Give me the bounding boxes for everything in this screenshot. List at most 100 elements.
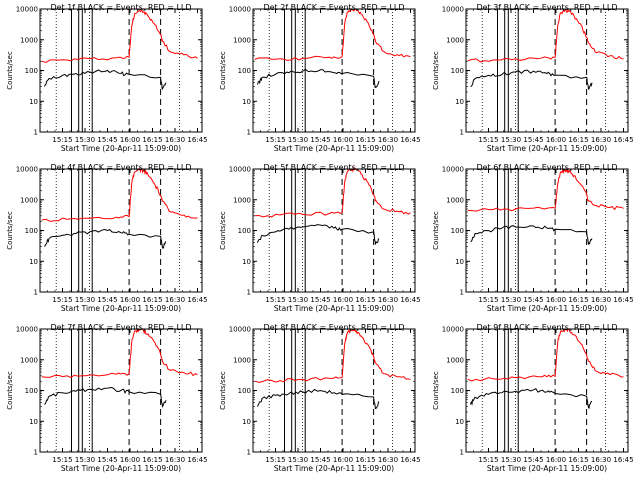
y-tick-label: 1: [460, 289, 464, 297]
detector-panel: 1 10 100 1000 10000 15:15 15:30 15:45 16:00 16:15…: [432, 163, 634, 313]
x-tick-label: 15:30: [288, 296, 308, 304]
detector-panel: 1 10 100 1000 10000 15:15 15:30 15:45 16:00 16:15…: [219, 3, 421, 153]
events-series-line: [257, 68, 380, 89]
detector-panel: 1 10 100 1000 10000 15:15 15:30 15:45 16:00 16:15…: [6, 323, 208, 473]
plot-frame: [39, 8, 203, 133]
lld-series-line: [41, 9, 198, 64]
x-tick-label: 16:45: [187, 456, 207, 464]
x-tick-label: 16:15: [142, 296, 162, 304]
x-tick-label: 16:15: [568, 136, 588, 144]
lld-series-line: [467, 8, 624, 63]
x-tick-label: 16:45: [613, 296, 633, 304]
y-axis-label: Counts/sec: [219, 51, 227, 90]
x-tick-label: 15:45: [310, 296, 330, 304]
x-tick-label: 15:30: [501, 136, 521, 144]
x-tick-label: 16:30: [591, 136, 611, 144]
y-tick-label: 1000: [20, 356, 38, 364]
y-tick-label: 1: [460, 449, 464, 457]
y-tick-label: 1: [460, 129, 464, 137]
y-tick-label: 1000: [233, 356, 251, 364]
plot-frame: [465, 8, 629, 133]
x-axis-label: Start Time (20-Apr-11 15:09:00): [61, 464, 181, 473]
events-series-line: [470, 69, 593, 90]
lld-series-line: [254, 328, 411, 383]
x-tick-label: 15:45: [97, 296, 117, 304]
x-tick-label: 16:15: [355, 296, 375, 304]
y-tick-label: 10000: [16, 6, 38, 14]
panel-title: Det 8f BLACK = Events, RED = LLD: [263, 323, 404, 332]
x-tick-label: 15:15: [265, 136, 285, 144]
y-tick-label: 10: [29, 258, 38, 266]
y-tick-label: 10: [242, 258, 251, 266]
events-series-line: [44, 386, 167, 408]
x-tick-label: 15:30: [501, 296, 521, 304]
y-tick-label: 10000: [229, 6, 251, 14]
events-series-line: [44, 69, 167, 90]
plot-frame: [465, 328, 629, 453]
x-axis-label: Start Time (20-Apr-11 15:09:00): [274, 304, 394, 313]
x-tick-label: 16:30: [378, 296, 398, 304]
y-tick-label: 10000: [16, 326, 38, 334]
y-axis-label: Counts/sec: [432, 211, 440, 250]
x-tick-label: 16:30: [165, 296, 185, 304]
y-tick-label: 10000: [16, 166, 38, 174]
x-tick-label: 15:45: [310, 456, 330, 464]
x-tick-label: 16:15: [355, 456, 375, 464]
y-axis-label: Counts/sec: [219, 211, 227, 250]
x-tick-label: 15:30: [501, 456, 521, 464]
y-tick-label: 10: [29, 418, 38, 426]
y-axis-label: Counts/sec: [6, 371, 14, 410]
events-series-line: [257, 224, 380, 245]
x-tick-label: 16:00: [120, 456, 140, 464]
plot-frame: [252, 328, 416, 453]
x-tick-label: 16:30: [591, 456, 611, 464]
y-tick-label: 1: [247, 289, 251, 297]
events-series-line: [257, 388, 380, 410]
y-tick-label: 10: [455, 258, 464, 266]
y-tick-label: 100: [25, 67, 38, 75]
y-tick-label: 100: [451, 67, 464, 75]
x-tick-label: 16:15: [568, 456, 588, 464]
events-series-line: [44, 228, 167, 250]
x-tick-label: 15:45: [523, 296, 543, 304]
x-tick-label: 16:15: [568, 296, 588, 304]
x-tick-label: 16:45: [400, 136, 420, 144]
x-tick-label: 16:00: [546, 456, 566, 464]
y-tick-label: 10: [455, 418, 464, 426]
x-tick-label: 16:00: [333, 296, 353, 304]
detector-panel: 1 10 100 1000 10000 15:15 15:30 15:45 16:00 16:15…: [6, 163, 208, 313]
y-axis-label: Counts/sec: [432, 371, 440, 410]
x-tick-label: 16:30: [165, 456, 185, 464]
lld-series-line: [467, 167, 624, 212]
y-tick-label: 10: [455, 98, 464, 106]
x-tick-label: 15:45: [97, 136, 117, 144]
y-tick-label: 100: [451, 387, 464, 395]
x-tick-label: 16:45: [187, 136, 207, 144]
x-tick-label: 16:15: [142, 456, 162, 464]
x-tick-label: 15:15: [265, 456, 285, 464]
y-tick-label: 1: [34, 449, 38, 457]
x-axis-label: Start Time (20-Apr-11 15:09:00): [274, 144, 394, 153]
plot-frame: [39, 168, 203, 293]
x-tick-label: 15:30: [288, 136, 308, 144]
x-tick-label: 15:15: [478, 136, 498, 144]
y-tick-label: 1000: [20, 36, 38, 44]
x-tick-label: 15:15: [52, 136, 72, 144]
y-tick-label: 10: [29, 98, 38, 106]
x-tick-label: 16:45: [400, 456, 420, 464]
events-series-line: [470, 388, 592, 410]
y-tick-label: 1000: [446, 356, 464, 364]
y-tick-label: 10: [242, 98, 251, 106]
x-tick-label: 15:15: [52, 296, 72, 304]
x-tick-label: 16:30: [378, 456, 398, 464]
y-tick-label: 1: [247, 449, 251, 457]
x-tick-label: 15:30: [288, 456, 308, 464]
x-tick-label: 15:45: [97, 456, 117, 464]
x-tick-label: 16:15: [355, 136, 375, 144]
lld-series-line: [467, 328, 624, 382]
y-tick-label: 1000: [446, 196, 464, 204]
x-tick-label: 16:30: [591, 296, 611, 304]
x-tick-label: 15:15: [52, 456, 72, 464]
detector-panel: 1 10 100 1000 10000 15:15 15:30 15:45 16:00 16:15…: [219, 323, 421, 473]
panel-title: Det 2f BLACK = Events, RED = LLD: [263, 3, 404, 12]
